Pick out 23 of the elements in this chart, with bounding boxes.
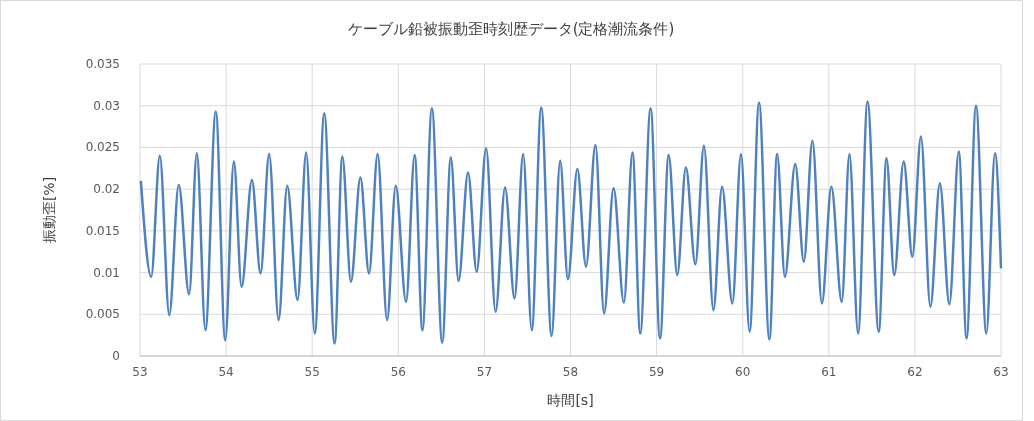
x-tick-label: 63 — [993, 365, 1009, 379]
line-series — [139, 100, 1003, 345]
y-tick-label: 0.005 — [85, 307, 120, 322]
x-tick-label: 59 — [648, 365, 665, 379]
y-tick-label: 0.015 — [85, 223, 120, 238]
x-axis-title: 時間[s] — [547, 392, 594, 408]
y-tick-label: 0.03 — [93, 98, 120, 113]
x-tick-label: 61 — [821, 365, 837, 379]
y-tick-label: 0.02 — [93, 182, 120, 197]
x-tick-label: 53 — [132, 365, 148, 379]
x-tick-label: 62 — [907, 365, 923, 379]
x-tick-label: 57 — [476, 365, 493, 379]
x-tick-label: 60 — [735, 365, 751, 379]
y-tick-label: 0.01 — [93, 265, 120, 280]
y-axis-title: 振動歪[%] — [41, 176, 57, 244]
x-tick-label: 55 — [304, 365, 320, 379]
y-tick-label: 0 — [112, 349, 120, 363]
chart-title: ケーブル鉛被振動歪時刻歴データ(定格潮流条件) — [347, 20, 675, 38]
y-tick-label: 0.025 — [85, 140, 120, 155]
x-tick-label: 56 — [390, 365, 406, 379]
x-tick-label: 54 — [218, 365, 234, 379]
x-tick-label: 58 — [562, 365, 579, 379]
y-tick-label: 0.035 — [85, 57, 120, 71]
